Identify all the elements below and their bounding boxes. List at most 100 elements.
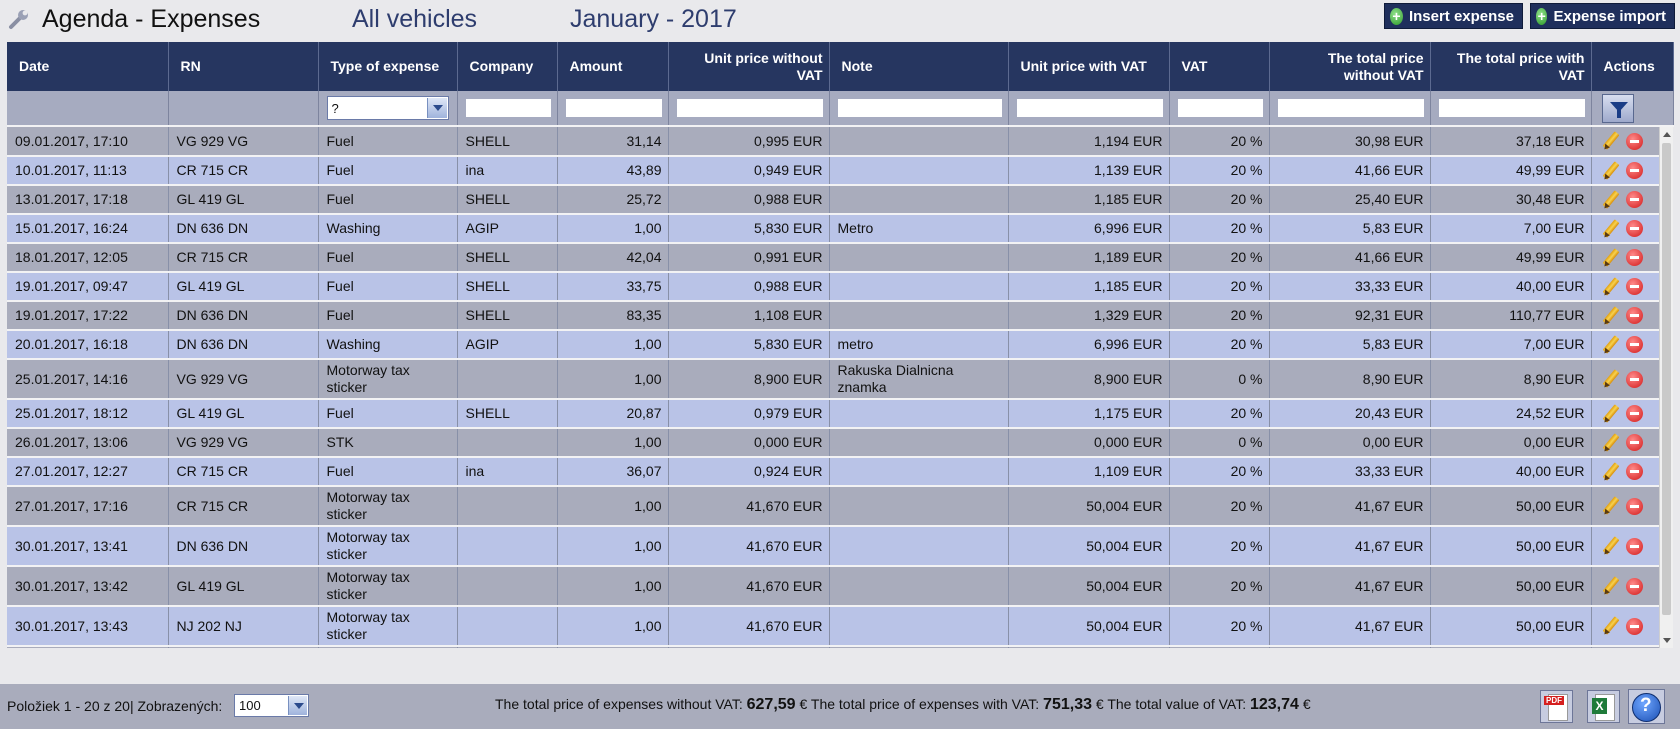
cell-unit-price-no-vat: 41,670 EUR	[668, 486, 830, 526]
type-filter-select[interactable]: ?	[326, 96, 449, 120]
cell-vat: 20 %	[1169, 646, 1270, 648]
company-filter-input[interactable]	[465, 99, 551, 117]
col-header-total-no-vat[interactable]: The total price without VAT	[1269, 42, 1431, 91]
help-icon[interactable]	[1628, 689, 1665, 724]
remove-icon[interactable]	[1625, 162, 1643, 179]
remove-icon[interactable]	[1625, 577, 1643, 595]
filter-cell-rn	[168, 91, 319, 126]
table-row[interactable]: 25.01.2017, 14:16 VG 929 VG Motorway tax s…	[7, 359, 1673, 399]
cell-date: 30.01.2017, 13:42	[7, 566, 169, 606]
pencil-icon[interactable]	[1600, 277, 1620, 297]
pencil-icon[interactable]	[1600, 335, 1620, 355]
pencil-icon[interactable]	[1600, 462, 1620, 482]
pencil-icon[interactable]	[1600, 616, 1620, 636]
vehicle-filter-title[interactable]: All vehicles	[352, 5, 478, 33]
expense-import-button[interactable]: + Expense import	[1530, 3, 1675, 29]
cell-total-vat: 40,00 EUR	[1430, 272, 1592, 301]
pencil-icon[interactable]	[1600, 190, 1620, 210]
remove-icon[interactable]	[1625, 307, 1643, 324]
pencil-icon[interactable]	[1600, 306, 1620, 326]
remove-icon[interactable]	[1625, 220, 1643, 237]
remove-icon[interactable]	[1625, 405, 1643, 422]
table-row[interactable]: 15.01.2017, 16:24 DN 636 DN Washing AGIP 1,0…	[7, 214, 1673, 243]
table-row[interactable]: 30.01.2017, 13:44LU 588 LUMotorway tax s…	[7, 646, 1673, 648]
pencil-icon[interactable]	[1600, 433, 1620, 453]
table-row[interactable]: 09.01.2017, 17:10 VG 929 VG Fuel SHELL 31,14…	[7, 127, 1673, 156]
period-title[interactable]: January - 2017	[570, 5, 737, 33]
note-filter-input[interactable]	[837, 99, 1002, 117]
table-row[interactable]: 19.01.2017, 17:22 DN 636 DN Fuel SHELL 83,35…	[7, 301, 1673, 330]
grid-footer: Položiek 1 - 20 z 20| Zobrazených: 100 T…	[0, 684, 1680, 729]
scroll-up-icon[interactable]	[1663, 132, 1671, 137]
currency-symbol: €	[1095, 696, 1104, 712]
remove-icon[interactable]	[1625, 132, 1643, 150]
vertical-scrollbar[interactable]	[1659, 127, 1673, 648]
unit-price-vat-filter-input[interactable]	[1016, 99, 1163, 117]
pdf-icon[interactable]	[1540, 690, 1573, 723]
col-header-note[interactable]: Note	[829, 42, 1009, 91]
table-row[interactable]: 13.01.2017, 17:18 GL 419 GL Fuel SHELL 25,72…	[7, 185, 1673, 214]
cell-unit-price-no-vat: 0,988 EUR	[668, 185, 830, 214]
total-vat-filter-input[interactable]	[1438, 99, 1585, 117]
remove-icon[interactable]	[1625, 278, 1643, 295]
table-row[interactable]: 30.01.2017, 13:43 NJ 202 NJ Motorway tax s…	[7, 606, 1673, 646]
table-row[interactable]: 30.01.2017, 13:41 DN 636 DN Motorway tax s…	[7, 526, 1673, 566]
cell-date: 09.01.2017, 17:10	[7, 127, 169, 156]
cell-company: ina	[457, 457, 558, 486]
table-row[interactable]: 30.01.2017, 13:42 GL 419 GL Motorway tax s…	[7, 566, 1673, 606]
pencil-icon[interactable]	[1600, 404, 1620, 424]
insert-expense-button[interactable]: + Insert expense	[1384, 3, 1523, 29]
remove-icon[interactable]	[1625, 617, 1643, 635]
scroll-down-icon[interactable]	[1663, 638, 1671, 643]
pencil-icon[interactable]	[1600, 536, 1620, 556]
cell-note: metro	[829, 330, 1009, 359]
table-row[interactable]: 19.01.2017, 09:47 GL 419 GL Fuel SHELL 33,75…	[7, 272, 1673, 301]
cell-total-vat: 50,00 EUR	[1430, 606, 1592, 646]
scrollbar-thumb[interactable]	[1662, 143, 1671, 615]
remove-icon[interactable]	[1625, 249, 1643, 266]
cell-unit-price-no-vat: 0,979 EUR	[668, 399, 830, 428]
excel-icon[interactable]	[1587, 690, 1620, 723]
chevron-down-icon[interactable]	[288, 696, 307, 715]
pencil-icon[interactable]	[1600, 219, 1620, 239]
remove-icon[interactable]	[1625, 336, 1643, 353]
col-header-vat[interactable]: VAT	[1169, 42, 1270, 91]
col-header-rn[interactable]: RN	[168, 42, 319, 91]
remove-icon[interactable]	[1625, 191, 1643, 208]
amount-filter-input[interactable]	[565, 99, 662, 117]
cell-note	[829, 301, 1009, 330]
pencil-icon[interactable]	[1600, 131, 1620, 151]
table-row[interactable]: 27.01.2017, 17:16 CR 715 CR Motorway tax s…	[7, 486, 1673, 526]
chevron-down-icon[interactable]	[426, 98, 447, 118]
col-header-type[interactable]: Type of expense	[318, 42, 458, 91]
col-header-date[interactable]: Date	[7, 42, 169, 91]
cell-date: 27.01.2017, 12:27	[7, 457, 169, 486]
col-header-amount[interactable]: Amount	[557, 42, 669, 91]
table-row[interactable]: 18.01.2017, 12:05 CR 715 CR Fuel SHELL 42,04…	[7, 243, 1673, 272]
table-row[interactable]: 27.01.2017, 12:27 CR 715 CR Fuel ina 36,07 0,…	[7, 457, 1673, 486]
col-header-company[interactable]: Company	[457, 42, 558, 91]
total-no-vat-filter-input[interactable]	[1277, 99, 1424, 117]
unit-price-no-vat-filter-input[interactable]	[676, 99, 823, 117]
col-header-unit-price-vat[interactable]: Unit price with VAT	[1008, 42, 1170, 91]
filter-icon[interactable]	[1601, 93, 1634, 123]
remove-icon[interactable]	[1625, 463, 1643, 480]
table-row[interactable]: 20.01.2017, 16:18 DN 636 DN Washing AGIP 1,0…	[7, 330, 1673, 359]
pencil-icon[interactable]	[1600, 576, 1620, 596]
page-size-select[interactable]: 100	[234, 694, 309, 717]
pencil-icon[interactable]	[1600, 369, 1620, 389]
remove-icon[interactable]	[1625, 497, 1643, 515]
remove-icon[interactable]	[1625, 370, 1643, 388]
pencil-icon[interactable]	[1600, 496, 1620, 516]
table-row[interactable]: 10.01.2017, 11:13 CR 715 CR Fuel ina 43,89 0,…	[7, 156, 1673, 185]
col-header-total-vat[interactable]: The total price with VAT	[1430, 42, 1592, 91]
pencil-icon[interactable]	[1600, 248, 1620, 268]
cell-total-no-vat: 41,66 EUR	[1269, 156, 1431, 185]
pencil-icon[interactable]	[1600, 161, 1620, 181]
remove-icon[interactable]	[1625, 537, 1643, 555]
remove-icon[interactable]	[1625, 434, 1643, 451]
table-row[interactable]: 26.01.2017, 13:06 VG 929 VG STK 1,00 0,000 E…	[7, 428, 1673, 457]
col-header-unit-price-no-vat[interactable]: Unit price without VAT	[668, 42, 830, 91]
table-row[interactable]: 25.01.2017, 18:12 GL 419 GL Fuel SHELL 20,87…	[7, 399, 1673, 428]
vat-filter-input[interactable]	[1177, 99, 1263, 117]
